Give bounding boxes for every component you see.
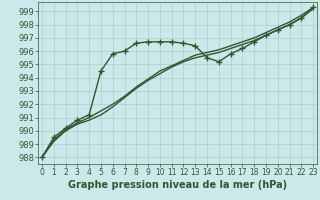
X-axis label: Graphe pression niveau de la mer (hPa): Graphe pression niveau de la mer (hPa) [68, 180, 287, 190]
